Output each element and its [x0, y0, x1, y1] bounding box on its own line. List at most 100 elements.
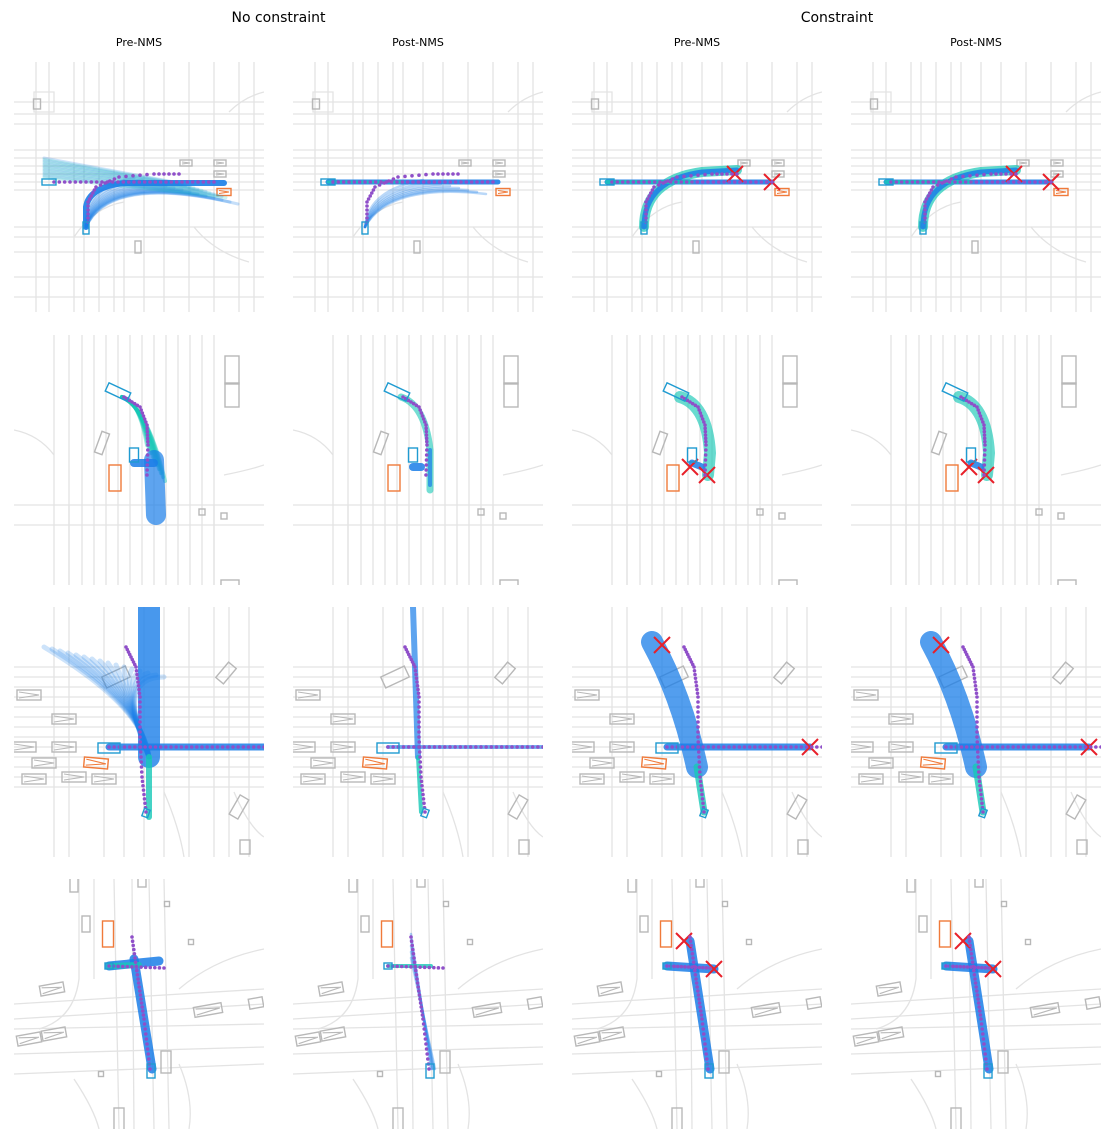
ground-truth-point [368, 194, 372, 198]
ground-truth-point [696, 720, 700, 724]
agent-box-outline [300, 773, 326, 785]
agent-box-outline [573, 1031, 601, 1047]
ground-truth-point [365, 200, 369, 204]
ground-truth-point [982, 426, 986, 431]
agent-box [214, 661, 238, 685]
ground-truth-point [73, 180, 78, 184]
ground-truth-point [692, 668, 697, 673]
ground-truth-point [132, 947, 136, 952]
ground-truth-point [737, 745, 742, 749]
ground-truth-point [685, 745, 690, 749]
lane-line [131, 879, 135, 1129]
agent-box [69, 879, 79, 893]
lane-line [1015, 1063, 1028, 1129]
predicted-trajectories [953, 391, 996, 484]
ground-truth-point [645, 197, 650, 201]
ground-truth-point [704, 448, 708, 452]
scenario-panel-row-2-col-2 [293, 335, 543, 585]
ground-truth-point [981, 1032, 985, 1036]
ground-truth-point [142, 797, 147, 801]
scenario-plot [572, 62, 822, 312]
ground-truth-point [169, 180, 174, 184]
ground-truth-point [413, 668, 418, 673]
ground-truth-point [144, 420, 148, 424]
trajectory-sample [42, 174, 224, 198]
agent-box-outline [294, 1031, 322, 1047]
ground-truth-point [370, 191, 374, 195]
ground-truth-point [491, 180, 495, 184]
ground-truth-point [141, 1009, 145, 1013]
agent-box [851, 741, 874, 753]
ground-truth-point [976, 755, 980, 759]
ground-truth-point [983, 443, 987, 447]
ground-truth-point [708, 966, 712, 970]
lane-line [1000, 879, 1007, 1129]
ground-truth-point [954, 964, 959, 969]
agent-box [294, 1031, 322, 1047]
ground-truth-point [417, 740, 422, 744]
trajectory-mode [416, 755, 423, 814]
ground-truth-point [704, 439, 708, 444]
agent-box [247, 996, 264, 1010]
ground-truth-point [143, 965, 148, 970]
agent-box [718, 1050, 730, 1074]
ground-truth-point [424, 458, 429, 462]
agent-box-outline [198, 508, 206, 516]
ground-truth-point [189, 745, 194, 749]
other-agents [32, 98, 232, 254]
agent-box [852, 1031, 880, 1047]
agent-box-outline [392, 1107, 404, 1129]
agent-box [572, 741, 595, 753]
ground-truth-point [679, 964, 684, 969]
cross-stroke [698, 466, 716, 484]
ground-truth-points [665, 745, 822, 749]
agent-box-heading [181, 161, 191, 165]
agent-box [379, 665, 411, 689]
lane-line [293, 1046, 543, 1055]
ground-truth-point [427, 745, 432, 749]
ground-truth-point [145, 1042, 149, 1046]
ground-truth-point [138, 710, 142, 714]
ground-truth-point [436, 172, 440, 176]
trajectory-sample [363, 189, 479, 229]
lane-line [293, 429, 334, 456]
ground-truth-point [200, 745, 204, 749]
ground-truth-point [697, 755, 701, 759]
agent-box-outline [574, 689, 600, 701]
agent-box [906, 879, 916, 893]
ground-truth-point [409, 935, 413, 939]
lane-line [293, 1003, 543, 1020]
ego-box-outline [941, 962, 951, 970]
ground-truth-point [134, 668, 139, 673]
ground-truth-point [424, 1042, 428, 1046]
ground-truth-point [416, 180, 421, 184]
agent-box [1051, 661, 1075, 685]
ground-truth-point [697, 997, 701, 1001]
ego-box-outline [104, 381, 132, 403]
ground-truth-point [431, 172, 435, 176]
ground-truth-point [485, 180, 490, 184]
agent-box-heading [621, 773, 643, 781]
target-agent-box [774, 187, 790, 197]
ground-truth-point [1083, 745, 1088, 749]
ground-truth-point [162, 966, 166, 970]
agent-box-outline [492, 159, 506, 167]
ground-truth-point [732, 745, 736, 749]
ground-truth-point [999, 172, 1003, 176]
ground-truth-point [699, 783, 703, 788]
ground-truth-point [139, 770, 144, 774]
group-title-constraint: Constraint [800, 10, 874, 26]
agent-box [187, 938, 195, 946]
ground-truth-point [130, 939, 135, 943]
ego-box [686, 447, 698, 463]
ground-truth-point [210, 745, 215, 749]
ground-truth-point [694, 683, 699, 688]
other-agents [311, 98, 511, 254]
ground-truth-point [411, 401, 416, 406]
ground-truth-point [696, 750, 701, 754]
agent-box-outline [737, 159, 751, 167]
scenario-panel-row-3-col-2 [293, 607, 543, 857]
ground-truth-point [86, 212, 90, 216]
agent-box-outline [61, 771, 87, 783]
agent-box [493, 661, 517, 685]
